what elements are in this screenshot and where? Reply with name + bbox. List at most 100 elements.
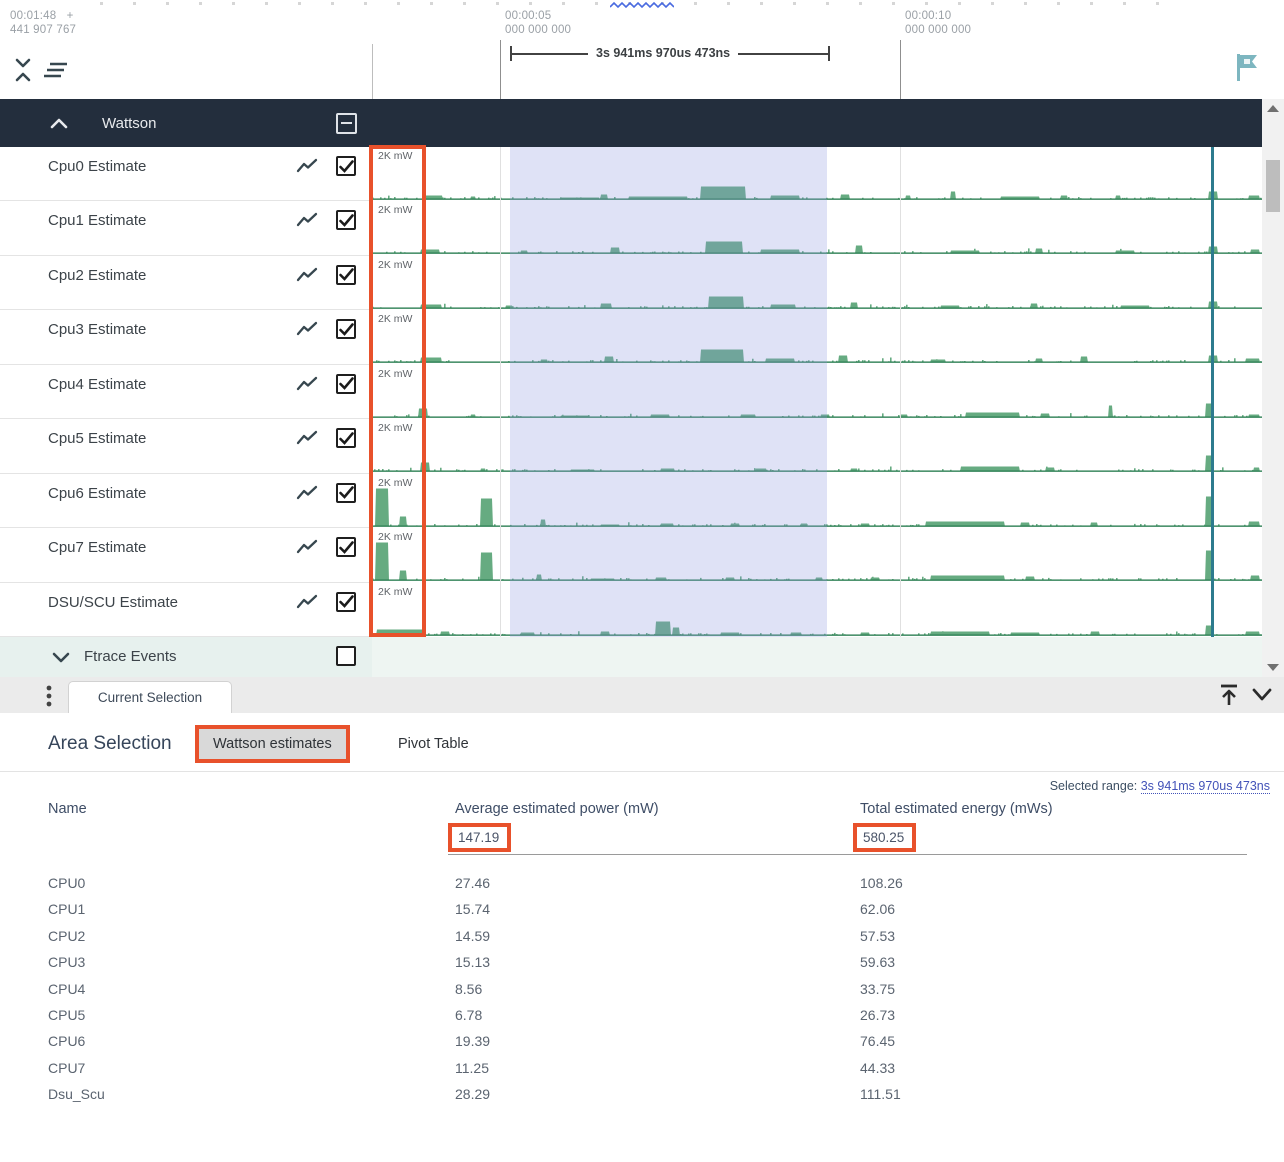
- selected-range-link[interactable]: 3s 941ms 970us 473ns: [1140, 779, 1270, 794]
- squiggle-underline-icon: [610, 1, 674, 9]
- track-scale-label: 2K mW: [378, 258, 413, 271]
- cell-name: CPU7: [48, 1059, 86, 1076]
- track-shell: Cpu4 Estimate: [0, 365, 372, 420]
- table-row[interactable]: CPU2 14.59 57.53: [0, 924, 1284, 950]
- track-shell: DSU/SCU Estimate: [0, 583, 372, 637]
- chevron-down-icon[interactable]: [1252, 688, 1272, 702]
- ftrace-checkbox[interactable]: [336, 646, 356, 666]
- tab-current-selection[interactable]: Current Selection: [68, 681, 232, 713]
- total-energy-value: 580.25: [863, 830, 905, 845]
- power-sparkline: [372, 349, 1262, 364]
- track-checkbox[interactable]: [336, 482, 356, 503]
- cell-total-energy: 26.73: [860, 1006, 896, 1023]
- cell-avg-power: 14.59: [455, 927, 491, 944]
- group-header-wattson[interactable]: Wattson: [0, 99, 1262, 147]
- line-chart-icon[interactable]: [296, 593, 318, 611]
- table-row[interactable]: Dsu_Scu 28.29 111.51: [0, 1082, 1284, 1108]
- tab-wattson-estimates[interactable]: Wattson estimates: [199, 729, 346, 759]
- column-header-total-energy: Total estimated energy (mWs): [860, 801, 1053, 817]
- table-row[interactable]: CPU3 15.13 59.63: [0, 950, 1284, 976]
- flag-icon[interactable]: [1234, 52, 1260, 82]
- ruler-left-subtime: 441 907 767: [10, 24, 77, 36]
- bottom-panel-tabstrip: Current Selection: [0, 677, 1284, 713]
- cell-total-energy: 57.53: [860, 927, 896, 944]
- cell-avg-power: 8.56: [455, 980, 483, 997]
- vertical-align-top-icon[interactable]: [1218, 683, 1240, 707]
- selected-range-label: Selected range:: [1049, 779, 1138, 793]
- track-checkbox[interactable]: [336, 264, 356, 285]
- track-checkbox[interactable]: [336, 591, 356, 612]
- power-sparkline: [372, 488, 1262, 527]
- power-sparkline: [372, 542, 1262, 581]
- track-checkbox[interactable]: [336, 373, 356, 394]
- ruler-gridline: [500, 40, 501, 99]
- column-header-name: Name: [48, 801, 87, 817]
- track-shell: Cpu7 Estimate: [0, 528, 372, 583]
- track-checkbox[interactable]: [336, 156, 356, 176]
- track-label: Cpu7 Estimate: [48, 539, 147, 557]
- power-sparkline: [372, 296, 1262, 309]
- table-row[interactable]: CPU1 15.74 62.06: [0, 897, 1284, 923]
- line-chart-icon[interactable]: [296, 375, 318, 393]
- scroll-down-arrow-icon[interactable]: [1267, 664, 1279, 671]
- table-row[interactable]: CPU6 19.39 76.45: [0, 1029, 1284, 1055]
- track-shell: Cpu1 Estimate: [0, 201, 372, 256]
- timeline-ruler: 00:01:48 + 441 907 767 00:00:05 000 000 …: [0, 0, 1284, 99]
- cell-name: CPU3: [48, 954, 86, 971]
- panel-title: Area Selection: [48, 733, 172, 754]
- tab-pivot-table[interactable]: Pivot Table: [398, 736, 469, 752]
- kebab-icon[interactable]: [46, 685, 52, 707]
- vertical-scrollbar[interactable]: [1262, 99, 1284, 677]
- chevron-down-icon: [52, 652, 70, 663]
- track-row-cpu5-estimate[interactable]: Cpu5 Estimate 2K mW: [0, 419, 1262, 474]
- minus-glyph: [341, 121, 352, 125]
- track-row-cpu4-estimate[interactable]: Cpu4 Estimate 2K mW: [0, 364, 1262, 420]
- table-row[interactable]: CPU5 6.78 26.73: [0, 1003, 1284, 1029]
- cell-avg-power: 6.78: [455, 1006, 483, 1023]
- line-chart-icon[interactable]: [296, 266, 318, 284]
- total-avg-power-value: 147.19: [458, 830, 500, 845]
- track-scale-label: 2K mW: [378, 150, 413, 162]
- line-chart-icon[interactable]: [296, 484, 318, 502]
- track-group-ftrace-events[interactable]: Ftrace Events: [0, 637, 1262, 677]
- track-checkbox[interactable]: [336, 210, 356, 231]
- track-label: DSU/SCU Estimate: [48, 593, 179, 611]
- cell-total-energy: 108.26: [860, 875, 903, 891]
- ruler-left-time: 00:01:48 +: [10, 10, 74, 22]
- table-row[interactable]: CPU4 8.56 33.75: [0, 977, 1284, 1003]
- cell-avg-power: 19.39: [455, 1033, 491, 1050]
- annotation-box-total-avg-power: 147.19: [448, 823, 512, 852]
- scrollbar-thumb[interactable]: [1266, 160, 1280, 212]
- track-row-cpu6-estimate[interactable]: Cpu6 Estimate 2K mW: [0, 473, 1262, 529]
- cell-total-energy: 33.75: [860, 980, 896, 997]
- track-row-cpu3-estimate[interactable]: Cpu3 Estimate 2K mW: [0, 310, 1262, 365]
- clear-all-icon[interactable]: [44, 62, 68, 78]
- track-row-cpu1-estimate[interactable]: Cpu1 Estimate 2K mW: [0, 201, 1262, 256]
- table-row[interactable]: CPU0 27.46 108.26: [0, 871, 1284, 897]
- track-row-cpu0-estimate[interactable]: Cpu0 Estimate 2K mW: [0, 147, 1262, 202]
- track-row-cpu2-estimate[interactable]: Cpu2 Estimate 2K mW: [0, 255, 1262, 311]
- chevron-up-icon: [50, 118, 68, 129]
- track-shell: Cpu2 Estimate: [0, 256, 372, 311]
- line-chart-icon[interactable]: [296, 538, 318, 556]
- table-row[interactable]: CPU7 11.25 44.33: [0, 1056, 1284, 1082]
- annotation-box-wattson-tab: Wattson estimates: [195, 725, 350, 763]
- track-checkbox[interactable]: [336, 428, 356, 449]
- track-checkbox[interactable]: [336, 319, 356, 340]
- scroll-up-arrow-icon[interactable]: [1267, 105, 1279, 112]
- track-row-cpu7-estimate[interactable]: Cpu7 Estimate 2K mW: [0, 528, 1262, 583]
- ruler-gridline: [900, 40, 901, 99]
- track-row-dsu-scu-estimate[interactable]: DSU/SCU Estimate 2K mW: [0, 582, 1262, 637]
- line-chart-icon[interactable]: [296, 320, 318, 338]
- unfold-less-icon[interactable]: [14, 58, 32, 82]
- line-chart-icon[interactable]: [296, 157, 318, 175]
- group-checkbox-indeterminate[interactable]: [336, 112, 357, 134]
- track-scale-label: 2K mW: [378, 476, 413, 489]
- estimates-table-body: CPU0 27.46 108.26 CPU1 15.74 62.06 CPU2 14.59 57…: [0, 871, 1284, 1109]
- ruler-mid-time: 00:00:05: [505, 10, 552, 22]
- line-chart-icon[interactable]: [296, 211, 318, 229]
- line-chart-icon[interactable]: [296, 429, 318, 447]
- track-checkbox[interactable]: [336, 537, 356, 558]
- track-shell: Cpu5 Estimate: [0, 419, 372, 474]
